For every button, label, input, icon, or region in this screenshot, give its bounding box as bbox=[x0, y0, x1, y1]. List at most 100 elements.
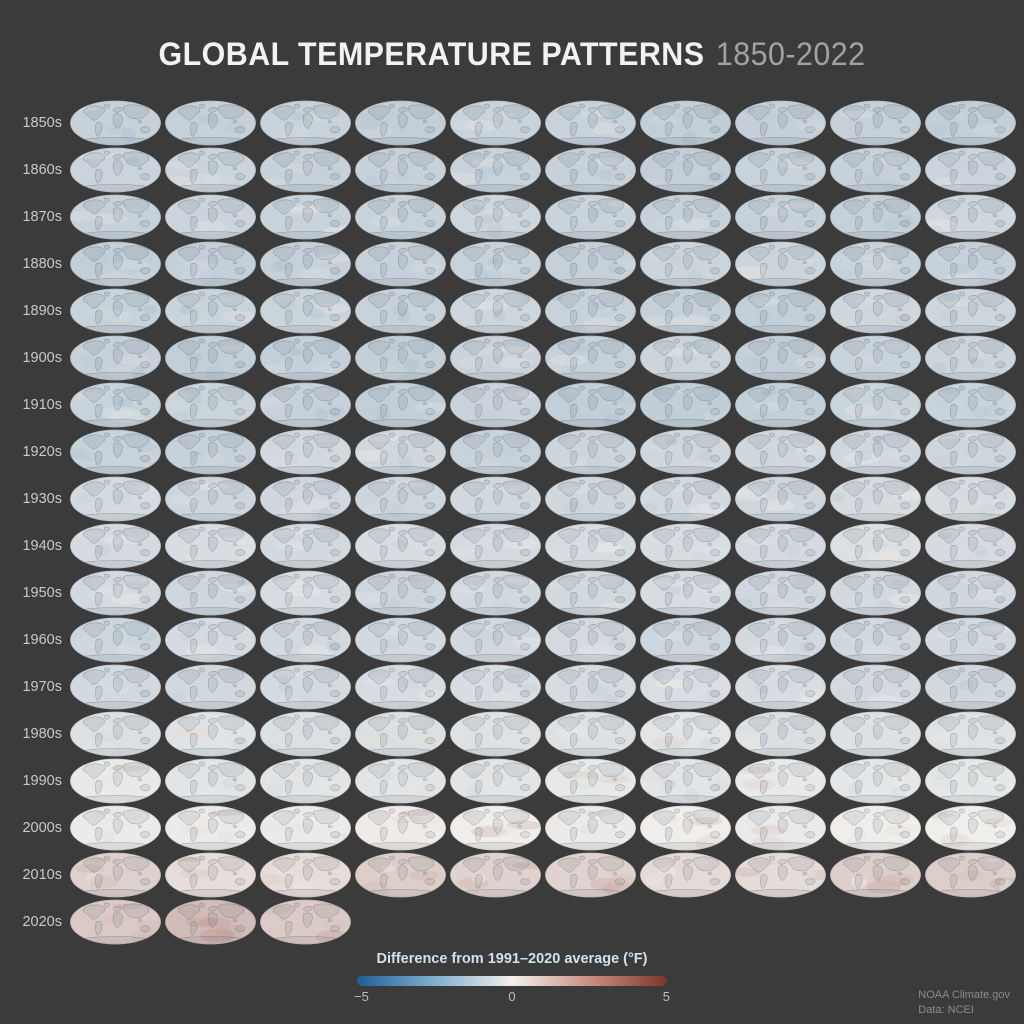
globe-map-1903 bbox=[354, 334, 447, 381]
globe-map-1947 bbox=[734, 522, 827, 569]
globe-map-1879 bbox=[924, 193, 1017, 240]
globe-strip-1880s bbox=[69, 240, 1020, 287]
globe-map-1890 bbox=[69, 287, 162, 334]
globe-map-1934 bbox=[449, 475, 542, 522]
globe-map-1923 bbox=[354, 428, 447, 475]
globe-map-1907 bbox=[734, 334, 827, 381]
globe-map-1949 bbox=[924, 522, 1017, 569]
decade-label-2000s: 2000s bbox=[22, 819, 62, 836]
decade-row-1900s: 1900s bbox=[10, 334, 1020, 381]
globe-map-1882 bbox=[259, 240, 352, 287]
globe-map-2017 bbox=[734, 851, 827, 898]
decade-label-2010s: 2010s bbox=[22, 866, 62, 883]
globe-map-1928 bbox=[829, 428, 922, 475]
globe-map-2022 bbox=[259, 898, 352, 945]
decade-label-1900s: 1900s bbox=[22, 349, 62, 366]
globe-map-1913 bbox=[354, 381, 447, 428]
globe-map-1856 bbox=[639, 99, 732, 146]
legend-label: Difference from 1991–2020 average (°F) bbox=[376, 951, 648, 967]
globe-strip-1940s bbox=[69, 522, 1020, 569]
globe-map-1894 bbox=[449, 287, 542, 334]
decade-label-1930s: 1930s bbox=[22, 490, 62, 507]
globe-map-2018 bbox=[829, 851, 922, 898]
globe-map-1960 bbox=[69, 616, 162, 663]
globe-map-1940 bbox=[69, 522, 162, 569]
globe-map-2008 bbox=[829, 804, 922, 851]
globe-strip-1970s bbox=[69, 663, 1020, 710]
globe-map-1857 bbox=[734, 99, 827, 146]
globe-map-1939 bbox=[924, 475, 1017, 522]
globe-map-1884 bbox=[449, 240, 542, 287]
globe-map-1850 bbox=[69, 99, 162, 146]
globe-map-2015 bbox=[544, 851, 637, 898]
globe-map-1872 bbox=[259, 193, 352, 240]
globe-map-1930 bbox=[69, 475, 162, 522]
globe-map-1862 bbox=[259, 146, 352, 193]
globe-strip-1870s bbox=[69, 193, 1020, 240]
decade-row-2020s: 2020s bbox=[10, 898, 1020, 945]
decade-label-1920s: 1920s bbox=[22, 443, 62, 460]
decade-row-2000s: 2000s bbox=[10, 804, 1020, 851]
decade-row-1860s: 1860s bbox=[10, 146, 1020, 193]
globe-map-1978 bbox=[829, 663, 922, 710]
globe-map-1851 bbox=[164, 99, 257, 146]
globe-map-2007 bbox=[734, 804, 827, 851]
globe-map-1867 bbox=[734, 146, 827, 193]
globe-map-1864 bbox=[449, 146, 542, 193]
globe-map-1951 bbox=[164, 569, 257, 616]
globe-map-1948 bbox=[829, 522, 922, 569]
decade-label-1950s: 1950s bbox=[22, 584, 62, 601]
globe-map-1897 bbox=[734, 287, 827, 334]
legend-tick-max: 5 bbox=[662, 989, 670, 1004]
globe-map-2000 bbox=[69, 804, 162, 851]
globe-map-2021 bbox=[164, 898, 257, 945]
globe-map-2016 bbox=[639, 851, 732, 898]
globe-map-1875 bbox=[544, 193, 637, 240]
globe-map-1979 bbox=[924, 663, 1017, 710]
globe-map-1937 bbox=[734, 475, 827, 522]
globe-map-1972 bbox=[259, 663, 352, 710]
globe-map-1906 bbox=[639, 334, 732, 381]
decade-row-1930s: 1930s bbox=[10, 475, 1020, 522]
decade-label-1980s: 1980s bbox=[22, 725, 62, 742]
attribution-source: NOAA Climate.gov bbox=[918, 989, 1010, 1002]
globe-map-1860 bbox=[69, 146, 162, 193]
decade-row-1890s: 1890s bbox=[10, 287, 1020, 334]
decade-label-1910s: 1910s bbox=[22, 396, 62, 413]
legend-tick-zero: 0 bbox=[508, 989, 516, 1004]
globe-map-1991 bbox=[164, 757, 257, 804]
globe-strip-1910s bbox=[69, 381, 1020, 428]
globe-map-1852 bbox=[259, 99, 352, 146]
globe-map-1950 bbox=[69, 569, 162, 616]
globe-map-1918 bbox=[829, 381, 922, 428]
globe-map-1980 bbox=[69, 710, 162, 757]
globe-map-2005 bbox=[544, 804, 637, 851]
globe-strip-2010s bbox=[69, 851, 1020, 898]
globe-map-1966 bbox=[639, 616, 732, 663]
globe-map-1859 bbox=[924, 99, 1017, 146]
globe-map-1976 bbox=[639, 663, 732, 710]
globe-map-1919 bbox=[924, 381, 1017, 428]
globe-map-1874 bbox=[449, 193, 542, 240]
globe-strip-1920s bbox=[69, 428, 1020, 475]
globe-map-1908 bbox=[829, 334, 922, 381]
globe-map-1887 bbox=[734, 240, 827, 287]
globe-map-1921 bbox=[164, 428, 257, 475]
globe-strip-2020s bbox=[69, 898, 1020, 945]
globe-map-1963 bbox=[354, 616, 447, 663]
globe-map-1866 bbox=[639, 146, 732, 193]
globe-strip-1860s bbox=[69, 146, 1020, 193]
globe-map-1922 bbox=[259, 428, 352, 475]
decade-row-2010s: 2010s bbox=[10, 851, 1020, 898]
globe-map-1904 bbox=[449, 334, 542, 381]
globe-map-1961 bbox=[164, 616, 257, 663]
globe-map-1959 bbox=[924, 569, 1017, 616]
globe-map-1896 bbox=[639, 287, 732, 334]
globe-map-1912 bbox=[259, 381, 352, 428]
globe-strip-1960s bbox=[69, 616, 1020, 663]
globe-map-1883 bbox=[354, 240, 447, 287]
globe-strip-1950s bbox=[69, 569, 1020, 616]
globe-map-2019 bbox=[924, 851, 1017, 898]
globe-map-1925 bbox=[544, 428, 637, 475]
decade-row-1850s: 1850s bbox=[10, 99, 1020, 146]
